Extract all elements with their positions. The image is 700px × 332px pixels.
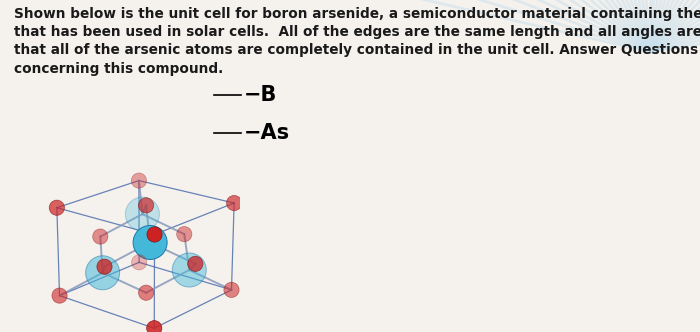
- Text: Shown below is the unit cell for boron arsenide, a semiconductor material contai: Shown below is the unit cell for boron a…: [14, 7, 700, 76]
- Text: −As: −As: [244, 123, 290, 143]
- Text: −B: −B: [244, 85, 277, 105]
